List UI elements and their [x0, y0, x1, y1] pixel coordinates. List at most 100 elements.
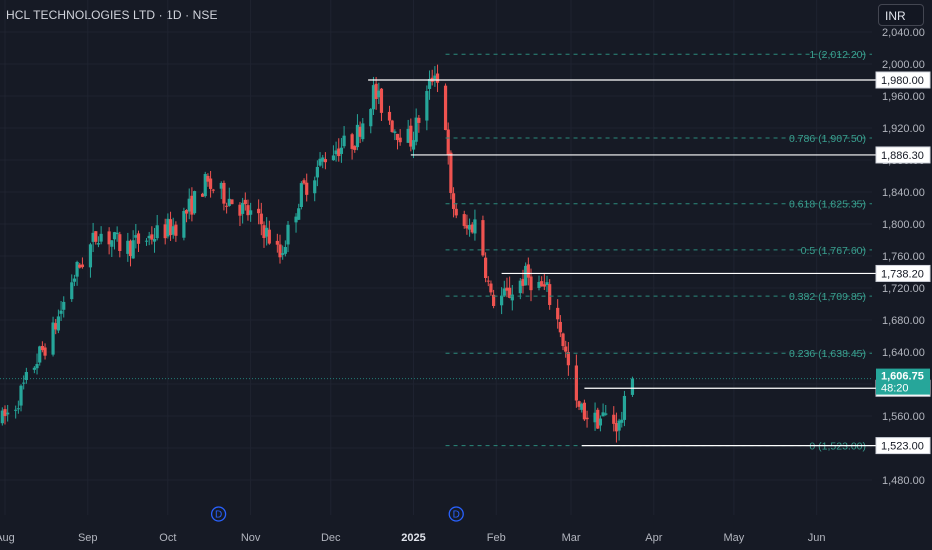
candle-body: [406, 128, 410, 143]
candle-body: [614, 423, 619, 432]
candle-body: [265, 227, 269, 237]
candle-body: [227, 198, 231, 206]
candle-body: [449, 152, 453, 193]
y-tick-label: 2,000.00: [882, 59, 925, 71]
price-tag-box: [875, 264, 931, 282]
currency-button[interactable]: INR: [878, 4, 924, 26]
candle-body: [374, 83, 378, 100]
candle-body: [225, 205, 229, 207]
candle-body: [128, 240, 133, 257]
candle-body: [187, 198, 191, 212]
candle-body: [16, 408, 20, 410]
candle-body: [91, 232, 95, 242]
price-tag-box: [875, 437, 931, 455]
candle-body: [200, 193, 205, 197]
candle-body: [358, 126, 362, 137]
candle-body: [337, 148, 341, 157]
y-tick-label: 1,560.00: [882, 411, 925, 423]
horizontal-lines: [0, 79, 878, 447]
candle-body: [500, 295, 504, 306]
candle-body: [470, 224, 474, 233]
dividend-marker-label: D: [453, 510, 460, 521]
x-tick-label: Mar: [562, 532, 581, 544]
candle-body: [526, 264, 530, 278]
y-tick-label: 1,920.00: [882, 123, 925, 135]
fib-retracement: 1 (2,012.20) 0.786 (1,907.50) 0.618 (1,825…: [445, 49, 872, 453]
candle-body: [502, 288, 506, 296]
candle-body: [321, 157, 325, 162]
candle-body: [486, 280, 490, 282]
x-tick-label: Jun: [808, 532, 826, 544]
candle-body: [508, 287, 512, 298]
candle-body: [598, 418, 603, 426]
candle-body: [219, 182, 223, 189]
fib-label-0.5: 0.5 (1,767.60): [801, 245, 866, 257]
candle-body: [377, 90, 381, 98]
candle-body: [134, 235, 138, 238]
candle-body: [112, 232, 117, 240]
candle-body: [110, 240, 114, 247]
price-tag-box: [875, 146, 931, 164]
fib-label-0.382: 0.382 (1,709.85): [789, 291, 866, 303]
candle-body: [144, 240, 149, 242]
candle-body: [283, 246, 287, 254]
candle-body: [3, 409, 7, 417]
last-price-tag: [876, 368, 930, 395]
y-tick-label: 1,960.00: [882, 91, 925, 103]
candle-body: [107, 231, 111, 245]
candle-body: [548, 284, 552, 305]
fib-label-0.618: 0.618 (1,825.35): [789, 199, 866, 211]
candle-body: [443, 85, 448, 131]
candle-body: [24, 371, 28, 380]
grid: [0, 0, 872, 515]
candle-body: [371, 85, 376, 110]
candle-body: [278, 244, 282, 258]
candle-body: [427, 78, 432, 89]
candle-body: [467, 224, 472, 230]
candle-body: [136, 233, 141, 244]
candle-body: [334, 150, 338, 155]
candle-body: [593, 412, 597, 423]
x-tick-label: Feb: [487, 532, 506, 544]
y-axis: 2,040.002,000.001,960.001,920.001,880.00…: [882, 27, 925, 487]
candle-body: [222, 182, 226, 204]
candle-body: [275, 240, 279, 245]
candle-body: [80, 264, 85, 268]
candle-body: [131, 240, 135, 259]
candle-body: [192, 191, 197, 214]
candle-body: [246, 205, 250, 216]
candle-body: [43, 347, 47, 356]
candle-body: [462, 214, 466, 226]
candle-body: [318, 158, 322, 166]
candle-body: [323, 159, 327, 163]
candle-body: [99, 233, 103, 242]
candle-body: [163, 224, 167, 239]
candle-body: [257, 208, 261, 214]
candle-body: [155, 225, 159, 239]
candle-body: [297, 208, 301, 220]
candle-body: [294, 216, 298, 223]
candle-body: [489, 283, 493, 293]
candle-body: [315, 166, 319, 178]
candle-body: [582, 402, 586, 420]
candle-body: [529, 276, 533, 291]
fib-label-0.236: 0.236 (1,638.45): [789, 348, 866, 360]
x-tick-label: May: [724, 532, 745, 544]
candle-body: [35, 364, 39, 369]
candle-body: [168, 219, 173, 236]
candle-body: [331, 155, 336, 161]
candle-body: [545, 282, 549, 286]
candle-body: [390, 120, 394, 132]
candle-body: [208, 178, 213, 189]
candle-body: [190, 195, 194, 215]
candle-body: [243, 199, 247, 205]
last-price-label: 1,606.75: [881, 371, 924, 383]
candle-body: [620, 419, 624, 423]
candle-body: [230, 199, 234, 205]
candle-body: [56, 316, 60, 331]
y-tick-label: 1,760.00: [882, 251, 925, 263]
fib-label-1: 1 (2,012.20): [809, 49, 866, 61]
candle-body: [577, 401, 581, 407]
